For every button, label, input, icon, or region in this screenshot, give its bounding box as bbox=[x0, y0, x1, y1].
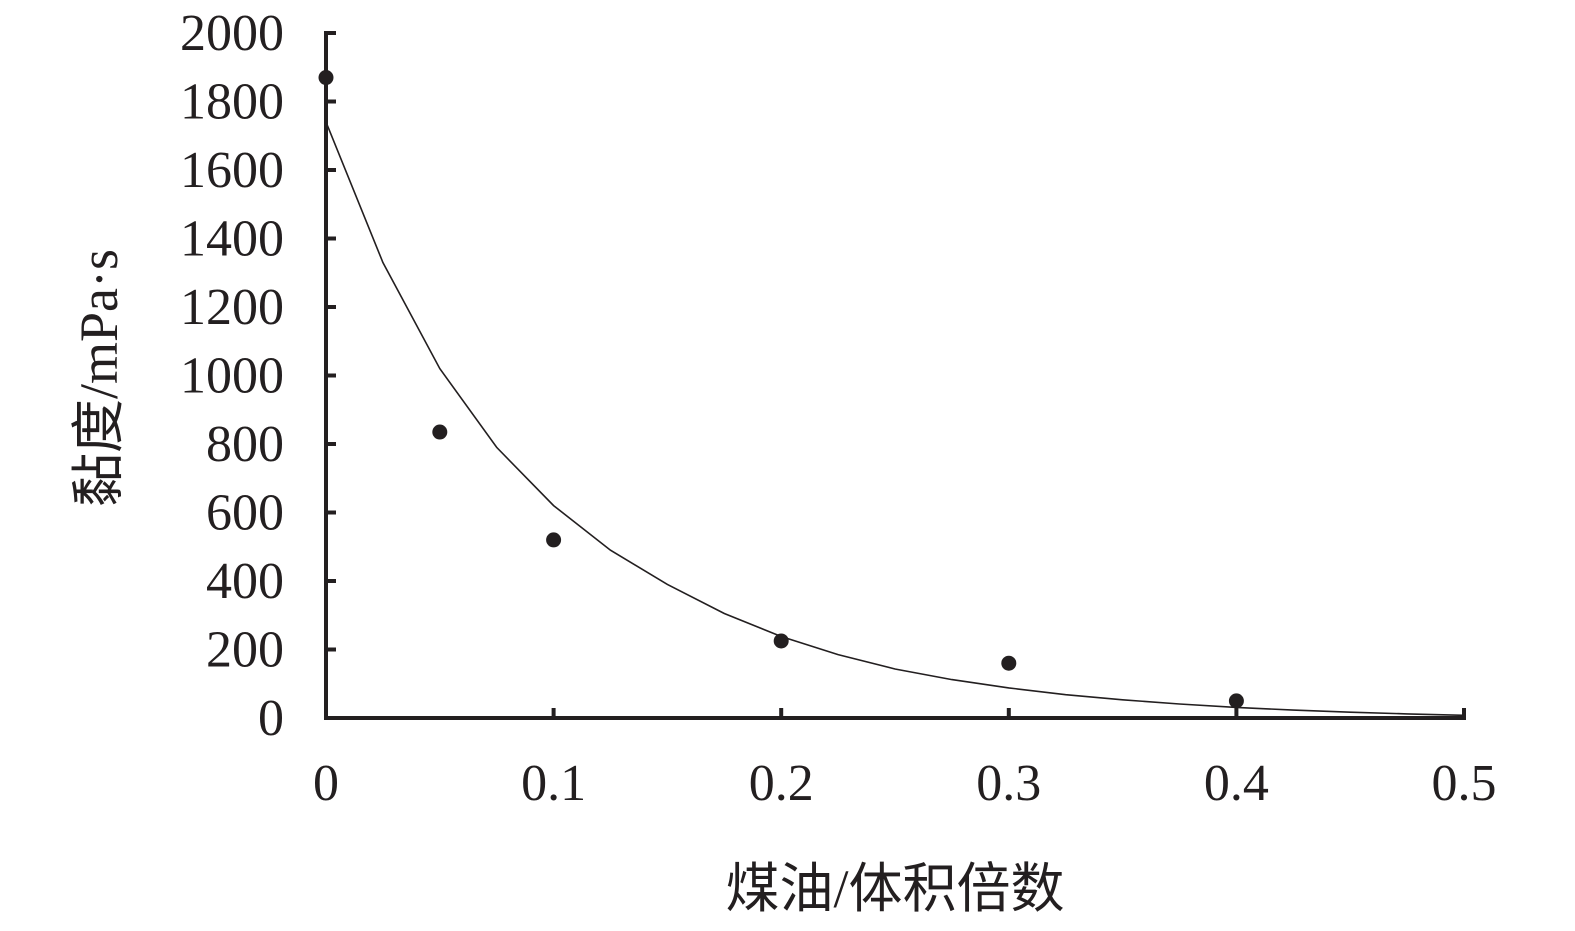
data-point bbox=[773, 633, 789, 649]
data-point bbox=[1001, 655, 1017, 671]
trendline-curve bbox=[325, 121, 1465, 717]
points-layer bbox=[318, 70, 1244, 709]
y-axis-title: 黏度/mPa·s bbox=[69, 249, 129, 507]
data-point bbox=[318, 70, 334, 86]
x-tick-label: 0.4 bbox=[1204, 755, 1269, 812]
x-ticks: 0 0.1 0.2 0.3 0.4 0.5 bbox=[313, 708, 1497, 812]
y-tick-label: 1800 bbox=[180, 74, 284, 131]
y-tick-label: 200 bbox=[206, 622, 284, 679]
y-tick-label: 800 bbox=[206, 416, 284, 473]
data-point bbox=[546, 532, 562, 548]
x-tick-label: 0.3 bbox=[976, 755, 1041, 812]
data-point bbox=[432, 424, 448, 440]
axes bbox=[324, 31, 1466, 720]
x-axis-title: 煤油/体积倍数 bbox=[725, 859, 1064, 919]
x-tick-label: 0.1 bbox=[521, 755, 586, 812]
y-tick-label: 1400 bbox=[180, 211, 284, 268]
y-ticks: 0 200 400 600 800 1000 1200 1400 1600 1800 2000 bbox=[180, 5, 336, 747]
x-tick-label: 0.5 bbox=[1432, 755, 1497, 812]
y-tick-label: 400 bbox=[206, 553, 284, 610]
trendline-layer bbox=[325, 121, 1465, 717]
x-tick-label: 0.2 bbox=[749, 755, 814, 812]
data-point bbox=[1228, 693, 1244, 709]
y-tick-label: 1000 bbox=[180, 348, 284, 405]
y-tick-label: 600 bbox=[206, 485, 284, 542]
y-tick-label: 1600 bbox=[180, 142, 284, 199]
y-tick-label: 2000 bbox=[180, 5, 284, 62]
x-tick-label: 0 bbox=[313, 755, 339, 812]
y-tick-label: 0 bbox=[258, 690, 284, 747]
y-tick-label: 1200 bbox=[180, 279, 284, 336]
